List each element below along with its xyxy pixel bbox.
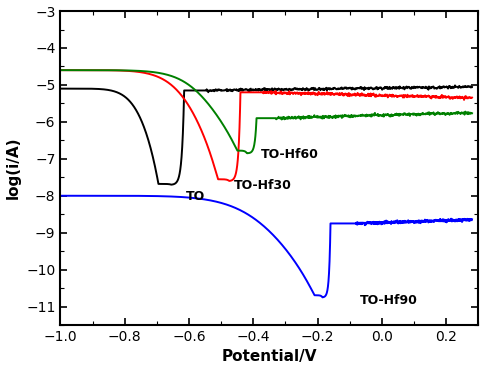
Text: TO-Hf30: TO-Hf30 bbox=[234, 179, 292, 192]
Text: TO-Hf90: TO-Hf90 bbox=[360, 294, 417, 307]
X-axis label: Potential/V: Potential/V bbox=[222, 349, 317, 364]
Text: TO: TO bbox=[186, 190, 205, 203]
Y-axis label: log(i/A): log(i/A) bbox=[5, 137, 20, 199]
Text: TO-Hf60: TO-Hf60 bbox=[261, 148, 319, 161]
